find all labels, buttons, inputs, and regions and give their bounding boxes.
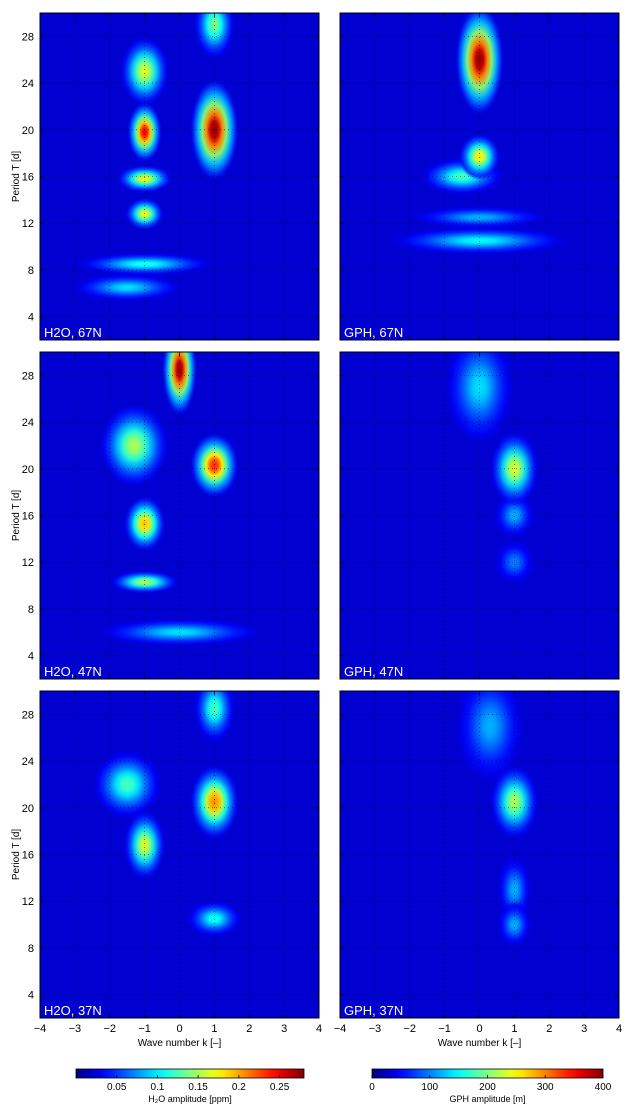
- y-tick-label: 12: [22, 557, 34, 569]
- y-tick-label: 28: [22, 31, 34, 43]
- y-tick-label: 4: [28, 312, 34, 324]
- y-tick-label: 12: [22, 218, 34, 230]
- x-axis-label: Wave number k [–]: [138, 1038, 222, 1049]
- x-tick-label: −2: [103, 1023, 116, 1035]
- colorbar-tick-label: 0: [369, 1082, 375, 1093]
- x-tick-label: 2: [246, 1023, 252, 1035]
- colorbar-tick-label: 100: [421, 1082, 438, 1093]
- x-tick-label: 3: [581, 1023, 587, 1035]
- colorbar-tick-label: 0.15: [188, 1082, 208, 1093]
- heatmap-panel: GPH, 47N: [339, 351, 620, 680]
- colorbar-tick-label: 0.2: [232, 1082, 246, 1093]
- heatmap-peak: [493, 538, 536, 586]
- y-tick-label: 8: [28, 943, 34, 955]
- colorbar-tick-label: 0.05: [107, 1082, 127, 1093]
- heatmap-peak: [116, 164, 173, 193]
- x-tick-label: 2: [546, 1023, 552, 1035]
- x-tick-label: 3: [281, 1023, 287, 1035]
- x-tick-label: 1: [211, 1023, 217, 1035]
- heatmap-peak: [496, 901, 532, 948]
- colorbar-tick-label: 200: [479, 1082, 496, 1093]
- heatmap-peak: [71, 273, 183, 302]
- heatmap-peak: [189, 764, 239, 840]
- y-tick-label: 24: [22, 756, 34, 768]
- heatmap-peak: [92, 749, 163, 820]
- heatmap-peak: [109, 570, 180, 594]
- panel-label: GPH, 37N: [344, 1003, 403, 1018]
- colorbar: 0 100 200 300 400 GPH amplitude [m]: [369, 1068, 612, 1104]
- x-tick-label: −1: [438, 1023, 451, 1035]
- y-tick-label: 20: [22, 464, 34, 476]
- x-tick-label: −4: [334, 1023, 347, 1035]
- colorbar-gradient: [75, 1068, 305, 1079]
- x-axis-label: Wave number k [–]: [438, 1038, 522, 1049]
- y-tick-label: 24: [22, 417, 34, 429]
- colorbar: 0.05 0.1 0.15 0.2 0.25 H₂O amplitude [ppm]: [75, 1068, 305, 1104]
- y-tick-label: 4: [28, 651, 34, 663]
- heatmap-panel: H2O, 47N: [39, 351, 320, 680]
- panel-background: [40, 691, 319, 1018]
- heatmap-peak: [193, 691, 236, 744]
- panel-label: H2O, 47N: [44, 664, 102, 679]
- y-tick-label: 28: [22, 709, 34, 721]
- heatmap-panels: H2O, 67N GPH, 67N H2O, 47N GPH, 47N H2O, 37N…: [39, 12, 620, 1019]
- y-tick-label: 16: [22, 172, 34, 184]
- y-tick-label: 20: [22, 803, 34, 815]
- colorbar-tick-label: 0.25: [270, 1082, 290, 1093]
- heatmap-peak: [388, 226, 571, 255]
- panel-label: H2O, 37N: [44, 1003, 102, 1018]
- heatmap-panel: H2O, 37N: [39, 690, 320, 1019]
- x-tick-label: −4: [34, 1023, 47, 1035]
- x-tick-label: 0: [476, 1023, 482, 1035]
- heatmap-peak: [127, 101, 163, 163]
- y-tick-label: 24: [22, 78, 34, 90]
- y-tick-label: 16: [22, 511, 34, 523]
- x-tick-label: 4: [316, 1023, 322, 1035]
- colorbar-tick-label: 0.1: [150, 1082, 164, 1093]
- y-axis-label: Period T [d]: [11, 829, 22, 881]
- x-tick-label: 0: [176, 1023, 182, 1035]
- heatmap-panel: GPH, 37N: [339, 690, 620, 1019]
- heatmap-peak: [455, 13, 504, 116]
- y-tick-label: 20: [22, 125, 34, 137]
- heatmap-panel: H2O, 67N: [39, 12, 320, 341]
- y-tick-label: 28: [22, 370, 34, 382]
- y-tick-label: 12: [22, 896, 34, 908]
- heatmap-peak: [458, 133, 501, 181]
- heatmap-peak: [123, 810, 166, 881]
- heatmap-peak: [493, 492, 536, 539]
- heatmap-peak: [186, 900, 243, 938]
- x-tick-label: −3: [369, 1023, 382, 1035]
- y-tick-label: 4: [28, 990, 34, 1002]
- y-tick-label: 8: [28, 604, 34, 616]
- heatmap-peak: [99, 403, 170, 488]
- panel-label: GPH, 47N: [344, 664, 403, 679]
- heatmap-panel: GPH, 67N: [339, 12, 620, 341]
- y-axis-label: Period T [d]: [11, 151, 22, 203]
- colorbar-label: H₂O amplitude [ppm]: [148, 1094, 232, 1104]
- y-tick-label: 8: [28, 265, 34, 277]
- panel-label: GPH, 67N: [344, 325, 403, 340]
- colorbar-tick-label: 300: [537, 1082, 554, 1093]
- x-tick-label: −1: [138, 1023, 151, 1035]
- y-tick-label: 16: [22, 850, 34, 862]
- x-tick-label: −3: [69, 1023, 82, 1035]
- panel-label: H2O, 67N: [44, 325, 102, 340]
- y-axis-label: Period T [d]: [11, 490, 22, 542]
- colorbars: 0.05 0.1 0.15 0.2 0.25 H₂O amplitude [ppm] 0 10…: [75, 1068, 612, 1104]
- heatmap-peak: [489, 764, 539, 840]
- heatmap-peak: [74, 252, 215, 276]
- heatmap-peak: [123, 495, 166, 552]
- x-tick-label: 1: [511, 1023, 517, 1035]
- heatmap-peak: [444, 352, 515, 446]
- heatmap-peak: [120, 36, 170, 107]
- x-tick-label: 4: [616, 1023, 622, 1035]
- heatmap-peak: [193, 13, 236, 60]
- colorbar-tick-label: 400: [595, 1082, 612, 1093]
- colorbar-label: GPH amplitude [m]: [449, 1094, 525, 1104]
- heatmap-peak: [189, 432, 239, 498]
- x-tick-label: −2: [403, 1023, 416, 1035]
